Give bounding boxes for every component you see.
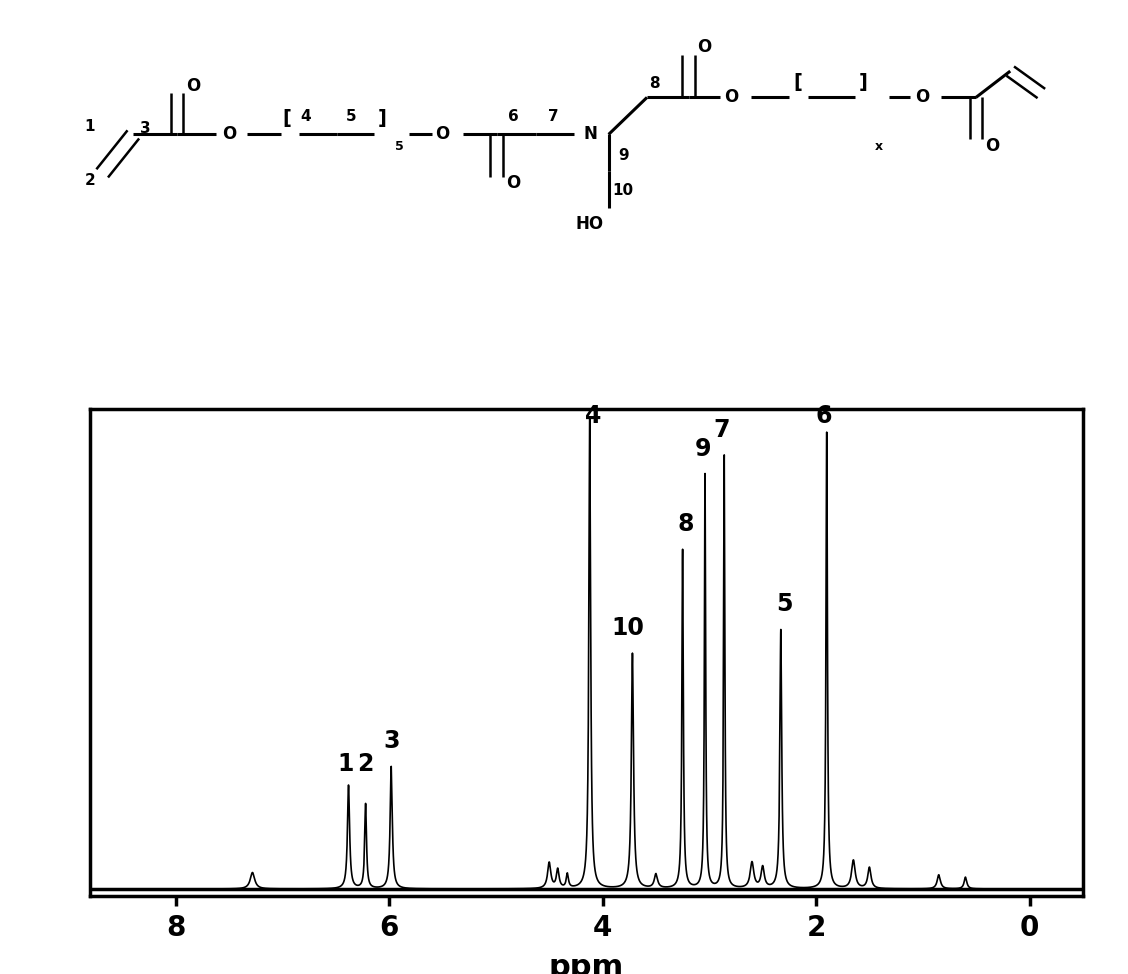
- Text: 3: 3: [384, 729, 399, 753]
- Text: 4: 4: [584, 404, 601, 428]
- Text: N: N: [583, 126, 597, 143]
- X-axis label: ppm: ppm: [549, 954, 624, 974]
- Text: O: O: [724, 89, 738, 106]
- Text: 6: 6: [508, 109, 519, 125]
- Text: 7: 7: [548, 109, 559, 125]
- Text: [: [: [282, 109, 291, 129]
- Text: O: O: [506, 174, 520, 192]
- Text: HO: HO: [576, 215, 603, 233]
- Text: 10: 10: [613, 183, 634, 199]
- Text: 9: 9: [618, 148, 628, 164]
- Text: x: x: [874, 139, 882, 153]
- Text: 2: 2: [358, 752, 373, 776]
- Text: O: O: [986, 137, 999, 155]
- Text: O: O: [186, 77, 201, 94]
- Text: 5: 5: [776, 592, 792, 617]
- Text: O: O: [435, 126, 450, 143]
- Text: ]: ]: [858, 73, 867, 93]
- Text: O: O: [222, 126, 236, 143]
- Text: 10: 10: [611, 616, 644, 640]
- Text: 3: 3: [141, 121, 151, 136]
- Text: ]: ]: [378, 109, 387, 129]
- Text: 8: 8: [678, 512, 694, 536]
- Text: 7: 7: [714, 418, 730, 442]
- Text: 5: 5: [346, 109, 356, 125]
- Text: [: [: [793, 73, 802, 93]
- Text: 6: 6: [816, 404, 831, 428]
- Text: 2: 2: [85, 172, 95, 188]
- Text: O: O: [697, 38, 712, 56]
- Text: 5: 5: [395, 139, 404, 153]
- Text: 9: 9: [695, 436, 711, 461]
- Text: 8: 8: [649, 76, 660, 92]
- Text: O: O: [915, 89, 929, 106]
- Text: 1: 1: [337, 752, 353, 776]
- Text: 1: 1: [85, 119, 95, 134]
- Text: 4: 4: [300, 109, 311, 125]
